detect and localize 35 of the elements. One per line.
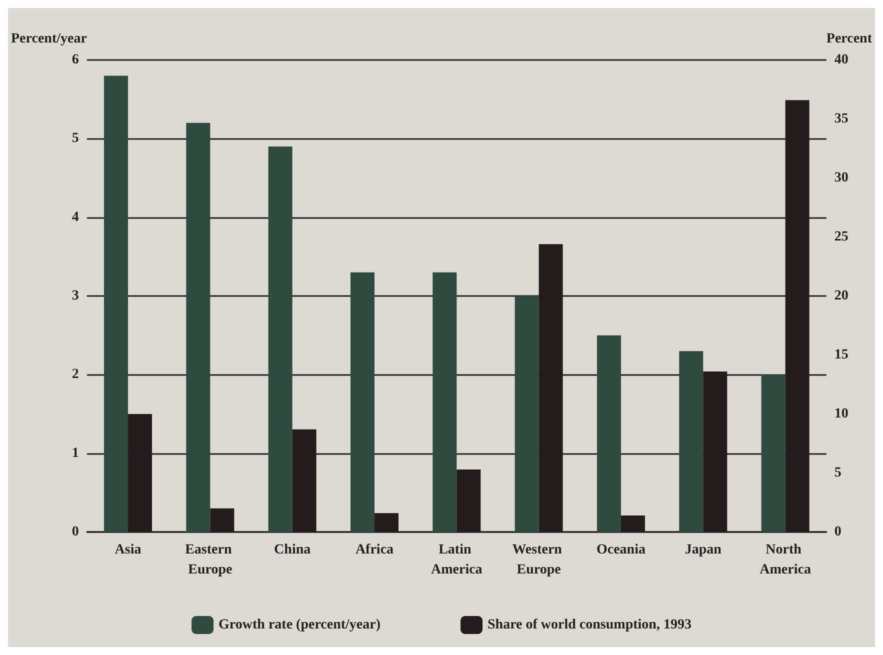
y-tick-label: 0 <box>72 524 79 540</box>
y2-tick-label: 25 <box>834 230 848 244</box>
y2-axis-title: Percent <box>826 32 872 46</box>
y2-tick-label: 15 <box>834 348 848 362</box>
x-tick-label: North America <box>760 542 811 578</box>
x-tick-label: China <box>274 542 311 558</box>
x-tick-label: Asia <box>114 542 142 558</box>
x-tick-label: Africa <box>355 542 394 558</box>
bar <box>186 122 210 532</box>
legend-label: Share of world consumption, 1993 <box>488 618 692 632</box>
bar <box>350 272 374 532</box>
x-tick-label: Japan <box>684 542 722 558</box>
y-tick-label: 6 <box>72 52 79 68</box>
y2-tick-label: 5 <box>834 466 842 480</box>
x-tick-label: Latin America <box>431 542 482 578</box>
y-tick-label: 1 <box>72 446 79 461</box>
bar <box>268 146 292 532</box>
y-tick-label: 5 <box>72 131 79 146</box>
y-tick-label: 4 <box>72 210 79 225</box>
bar <box>596 335 621 532</box>
x-tick-label: Eastern Europe <box>185 542 236 578</box>
bar <box>432 272 457 532</box>
y2-tick-label: 30 <box>834 170 848 186</box>
y2-tick-label: 10 <box>834 406 848 422</box>
y-tick-label: 2 <box>72 367 79 382</box>
y-axis-title: Percent/year <box>11 32 87 46</box>
y2-tick-label: 20 <box>834 288 848 304</box>
y-tick-label: 3 <box>72 288 79 304</box>
y2-tick-label: 35 <box>834 112 848 126</box>
y2-tick-label: 40 <box>834 52 848 68</box>
x-tick-label: Oceania <box>596 542 646 558</box>
legend-label: Growth rate (percent/year) <box>218 618 381 632</box>
bar <box>104 76 128 532</box>
x-tick-label: Western Europe <box>512 542 566 578</box>
y2-tick-label: 0 <box>834 524 842 540</box>
